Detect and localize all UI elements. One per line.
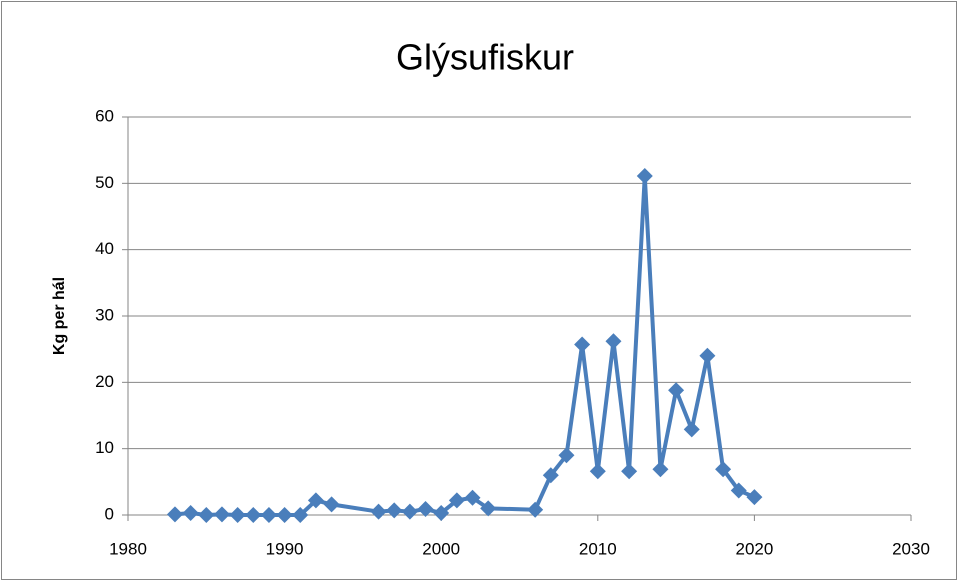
data-point bbox=[323, 496, 340, 513]
data-point bbox=[433, 505, 450, 522]
data-point bbox=[245, 507, 262, 523]
data-point bbox=[636, 168, 653, 185]
data-point bbox=[276, 507, 293, 523]
y-tick-label: 20 bbox=[95, 372, 114, 391]
y-tick-label: 50 bbox=[95, 173, 114, 192]
y-tick-label: 30 bbox=[95, 305, 114, 324]
data-point bbox=[652, 461, 669, 478]
x-tick-label: 1990 bbox=[266, 539, 304, 558]
data-point bbox=[715, 461, 732, 478]
data-point bbox=[198, 507, 215, 523]
data-point bbox=[464, 489, 481, 506]
data-point bbox=[260, 507, 277, 523]
y-axis-label: Kg per hál bbox=[51, 277, 68, 355]
data-point bbox=[621, 463, 638, 480]
chart-title: Glýsufiskur bbox=[396, 37, 574, 78]
data-point bbox=[558, 447, 575, 464]
y-tick-label: 10 bbox=[95, 438, 114, 457]
data-point bbox=[448, 492, 465, 509]
data-point bbox=[182, 505, 199, 522]
y-tick-label: 40 bbox=[95, 239, 114, 258]
data-point bbox=[417, 501, 434, 518]
data-point bbox=[589, 463, 606, 480]
data-point bbox=[307, 492, 324, 509]
data-point bbox=[730, 482, 747, 499]
y-tick-label: 60 bbox=[95, 106, 114, 125]
data-point bbox=[683, 421, 700, 438]
data-point bbox=[668, 382, 685, 399]
x-tick-label: 2020 bbox=[735, 539, 773, 558]
data-point bbox=[370, 503, 387, 520]
data-point bbox=[292, 507, 309, 523]
data-point bbox=[542, 467, 559, 484]
x-tick-label: 1980 bbox=[109, 539, 147, 558]
data-point bbox=[480, 500, 497, 517]
data-point bbox=[386, 502, 403, 519]
data-point bbox=[401, 503, 418, 520]
x-tick-label: 2030 bbox=[892, 539, 930, 558]
x-tick-label: 2010 bbox=[579, 539, 617, 558]
data-point bbox=[229, 507, 246, 523]
data-point bbox=[213, 506, 230, 523]
data-point bbox=[574, 336, 591, 353]
data-point bbox=[746, 489, 763, 506]
x-tick-label: 2000 bbox=[422, 539, 460, 558]
data-point bbox=[605, 333, 622, 350]
data-point bbox=[699, 347, 716, 364]
data-point bbox=[166, 506, 183, 523]
y-tick-label: 0 bbox=[105, 504, 114, 523]
data-point bbox=[527, 501, 544, 518]
